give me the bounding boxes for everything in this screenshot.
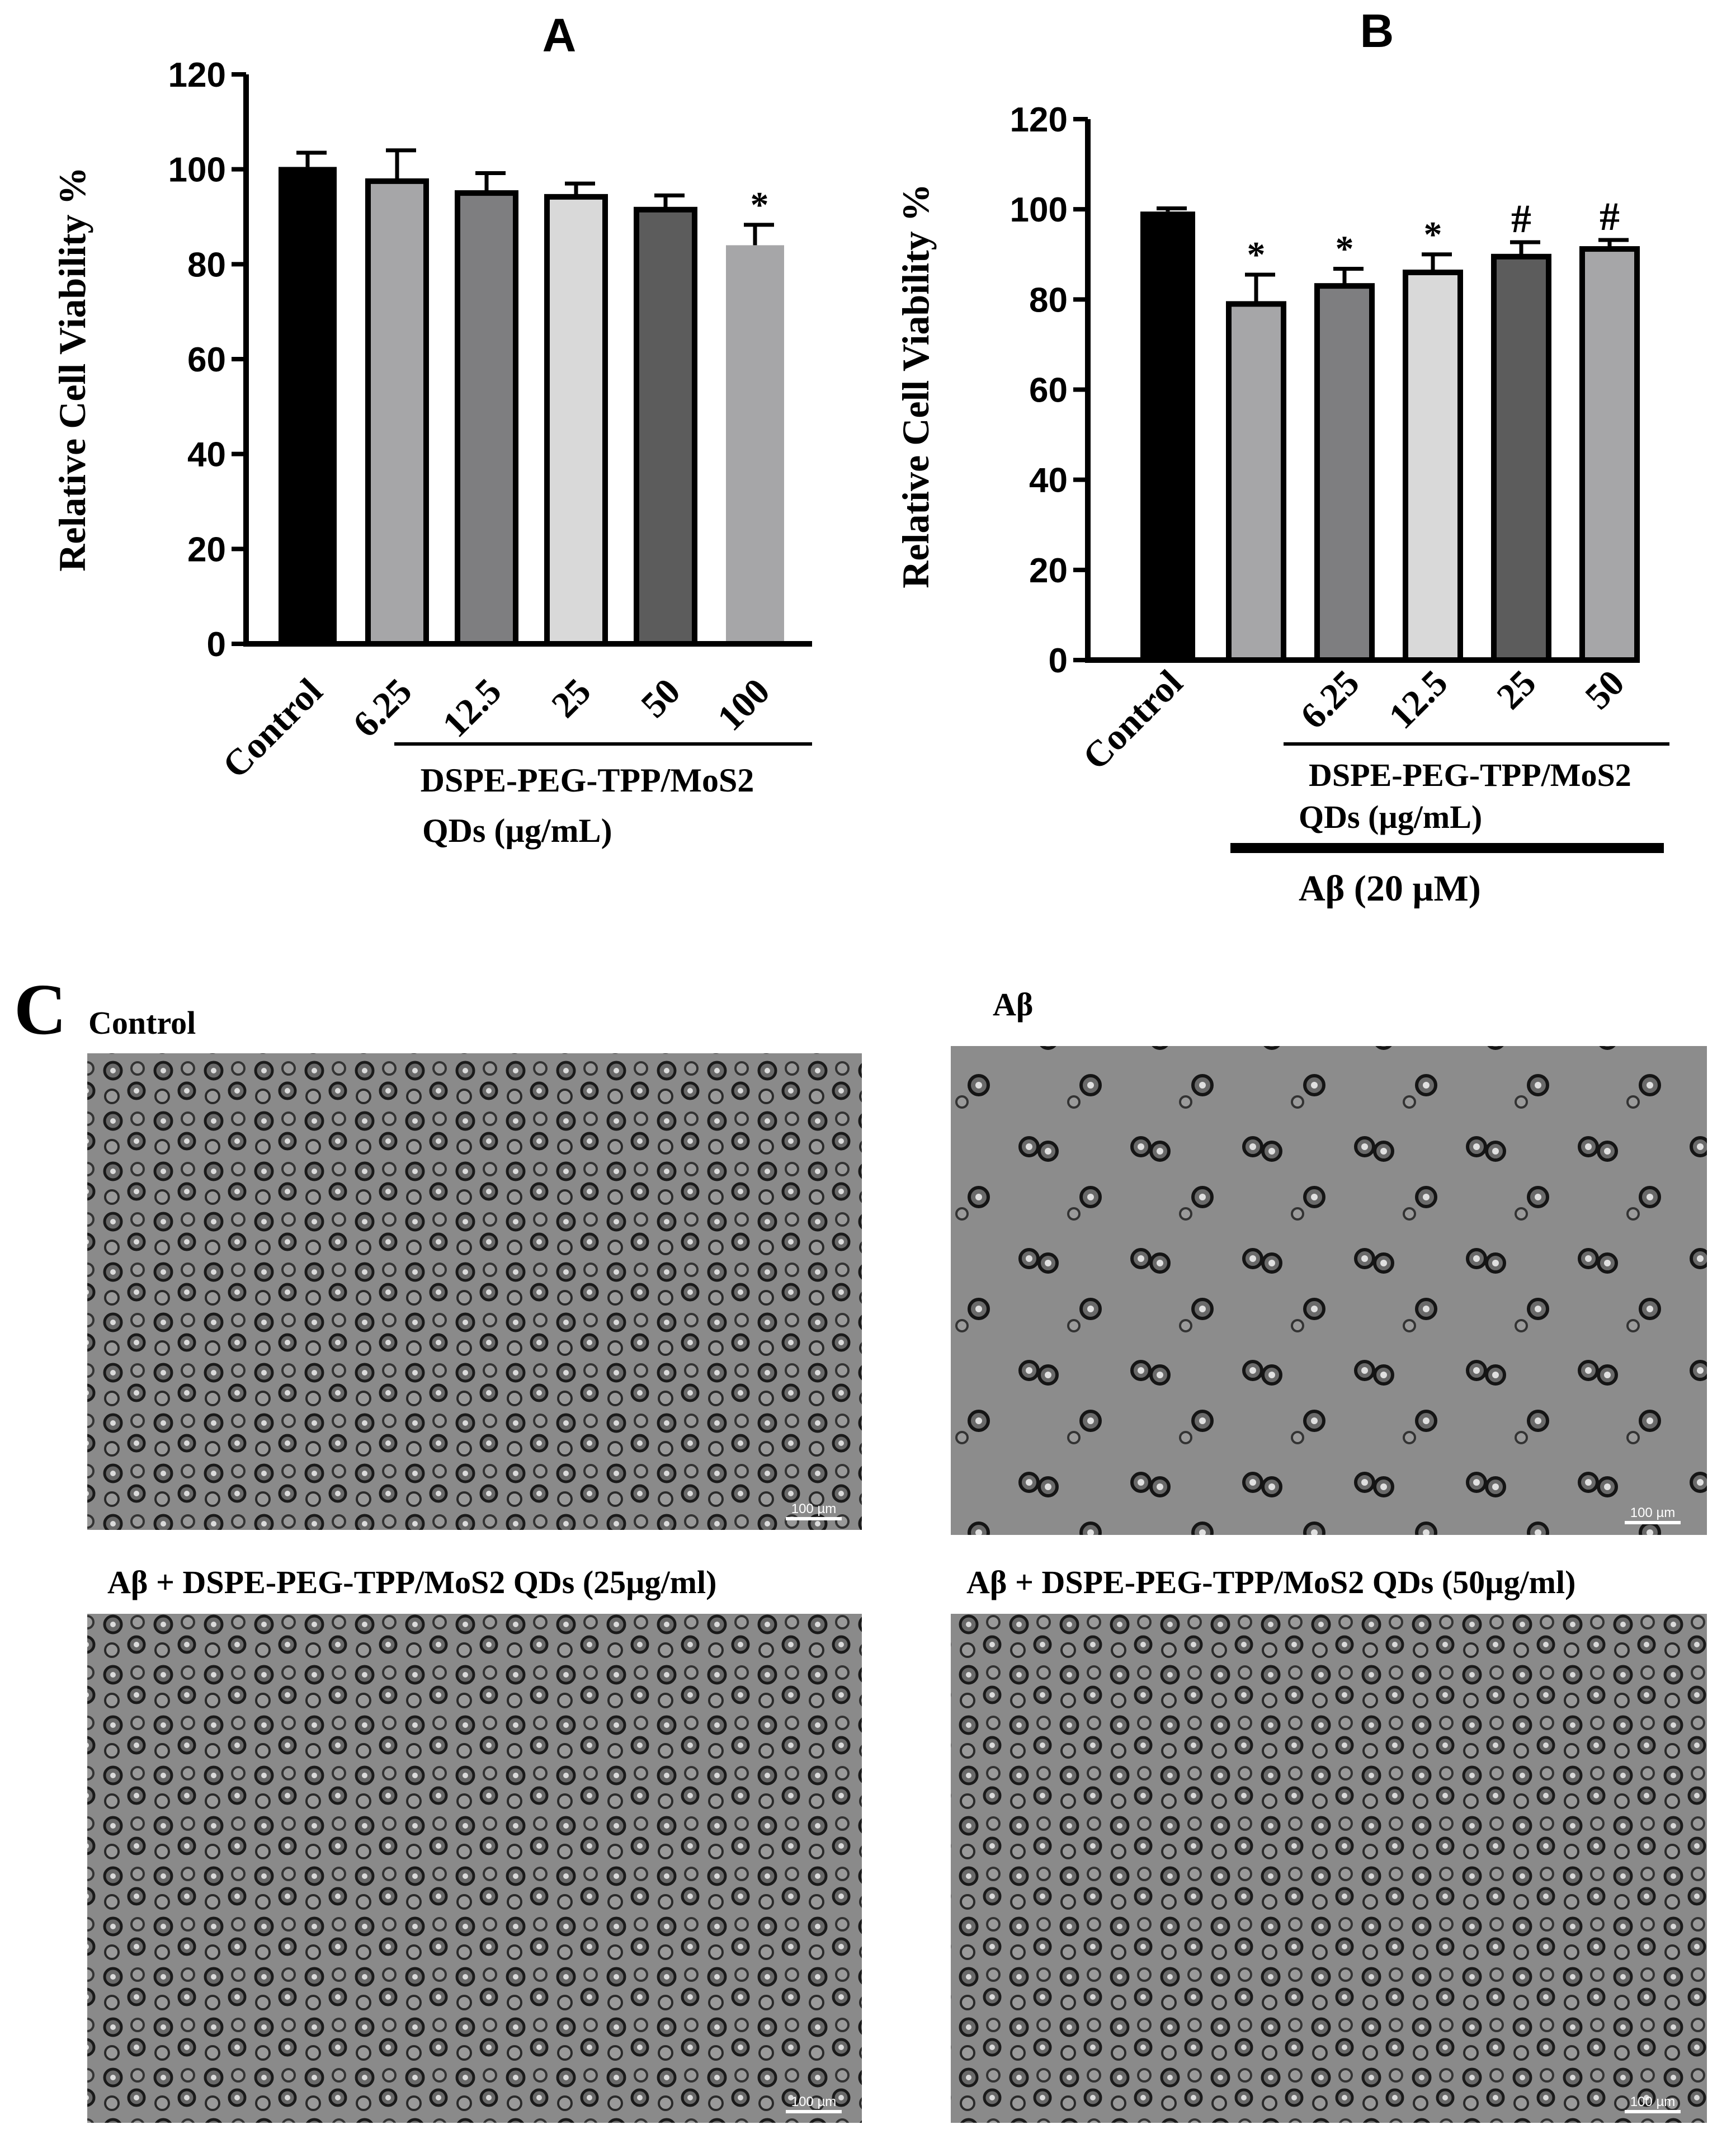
- bar: [1226, 301, 1286, 663]
- y-axis-label-b: Relative Cell Viability %: [894, 183, 937, 588]
- bar: [544, 194, 608, 647]
- panel-label-b: B: [1360, 4, 1394, 57]
- y-tick-label-a: 20: [187, 530, 226, 569]
- x-tick-label: 50: [633, 671, 688, 726]
- x-tick-label: 50: [1577, 662, 1632, 717]
- bracket-label-a2: QDs (µg/mL): [422, 812, 612, 849]
- x-tick-label: 6.25: [345, 671, 419, 745]
- bar: [279, 167, 337, 644]
- micrograph-abeta-image: [951, 1046, 1707, 1535]
- x-tick-label: 12.5: [435, 671, 509, 745]
- micrograph-title-qd50: Aβ + DSPE-PEG-TPP/MoS2 QDs (50µg/ml): [966, 1564, 1575, 1600]
- y-tick-label-a: 80: [187, 246, 226, 284]
- micrograph-panel-c: C Control 100 µm Aβ 100 µm Aβ + DSPE-PEG…: [14, 969, 1707, 2123]
- bar: [1579, 246, 1640, 663]
- chart-panel-a: A Relative Cell Viability % 0 20 40 60 80 100…: [51, 9, 812, 849]
- micrograph-qd50-image: [951, 1614, 1707, 2123]
- y-tick-label-b: 120: [1010, 101, 1068, 139]
- panel-label-a: A: [542, 9, 577, 62]
- y-ticks-a: 0 20 40 60 80 100 120: [168, 56, 246, 664]
- significance-mark: *: [1336, 229, 1354, 270]
- micrograph-title-abeta: Aβ: [993, 986, 1033, 1023]
- y-tick-label-b: 60: [1029, 371, 1068, 410]
- bracket-abeta-label: Aβ (20 µM): [1299, 868, 1481, 909]
- significance-mark: *: [1424, 214, 1442, 255]
- scale-label-abeta: 100 µm: [1630, 1505, 1676, 1520]
- y-ticks-b: 0 20 40 60 80 100 120: [1010, 101, 1088, 680]
- scale-label-qd50: 100 µm: [1630, 2094, 1676, 2109]
- micrograph-title-control: Control: [88, 1005, 196, 1041]
- micrograph-control-image: [87, 1053, 862, 1530]
- y-tick-label-a: 60: [187, 341, 226, 379]
- x-tick-label: 6.25: [1292, 662, 1367, 737]
- y-tick-label-a: 40: [187, 436, 226, 474]
- significance-mark: #: [1511, 196, 1531, 241]
- x-tick-label: 100: [710, 671, 778, 739]
- bar: [1403, 269, 1463, 663]
- y-tick-label-a: 120: [168, 56, 226, 95]
- panel-label-c: C: [14, 969, 67, 1050]
- bracket-label-b2: QDs (µg/mL): [1299, 799, 1482, 835]
- x-tick-label: 12.5: [1381, 662, 1455, 737]
- bar: [455, 190, 518, 647]
- bracket-label-a1: DSPE-PEG-TPP/MoS2: [421, 762, 754, 799]
- significance-mark: *: [751, 185, 769, 225]
- y-tick-label-b: 100: [1010, 191, 1068, 229]
- micrograph-qd25-image: [87, 1614, 862, 2123]
- bar: [1314, 283, 1375, 663]
- y-tick-label-b: 0: [1049, 642, 1068, 680]
- bars-a: *: [279, 148, 784, 647]
- y-tick-label-b: 20: [1029, 552, 1068, 590]
- bar: [1491, 253, 1551, 663]
- bar: [726, 245, 784, 644]
- x-tick-label: Control: [215, 671, 330, 786]
- y-tick-label-b: 80: [1029, 281, 1068, 319]
- bar: [634, 206, 697, 647]
- x-tick-label: 25: [1489, 662, 1544, 717]
- y-tick-label-b: 40: [1029, 461, 1068, 500]
- bracket-label-b1: DSPE-PEG-TPP/MoS2: [1309, 757, 1631, 793]
- x-tick-label: 25: [544, 671, 598, 726]
- micrograph-title-qd25: Aβ + DSPE-PEG-TPP/MoS2 QDs (25µg/ml): [107, 1564, 716, 1600]
- y-axis-label-a: Relative Cell Viability %: [51, 167, 93, 571]
- y-tick-label-a: 0: [207, 625, 226, 664]
- scale-label-qd25: 100 µm: [791, 2094, 837, 2109]
- chart-panel-b: B Relative Cell Viability % 0 20 40 60 80 100…: [894, 4, 1669, 909]
- bar: [1140, 211, 1195, 661]
- significance-mark: #: [1600, 194, 1620, 239]
- bars-b: * * * # #: [1140, 194, 1640, 663]
- scale-label-control: 100 µm: [791, 1501, 837, 1516]
- significance-mark: *: [1247, 234, 1266, 275]
- y-tick-label-a: 100: [168, 151, 226, 190]
- bar: [365, 178, 429, 647]
- x-tick-label: Control: [1075, 662, 1190, 778]
